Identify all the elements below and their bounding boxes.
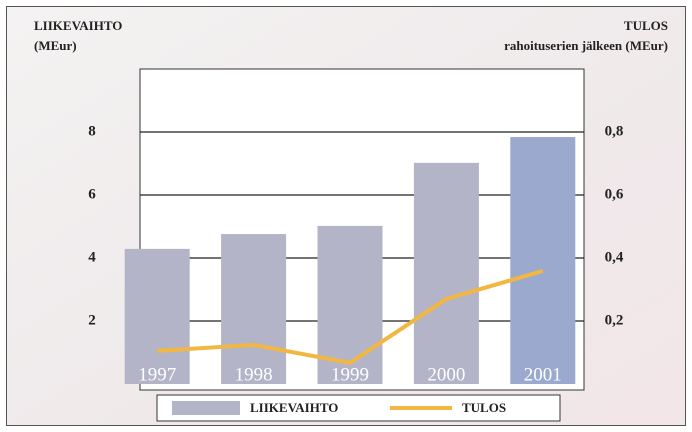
y-axis-title: LIIKEVAIHTO <box>34 18 122 33</box>
bar <box>221 234 287 384</box>
legend-swatch <box>172 401 240 415</box>
line <box>157 268 544 365</box>
bar <box>124 248 190 384</box>
y2-tick-label: 0,4 <box>605 249 624 265</box>
x-tick-label: 1997 <box>138 364 176 385</box>
bar <box>510 137 576 384</box>
y-tick-label: 6 <box>88 186 96 202</box>
x-tick-label: 1998 <box>235 364 273 385</box>
y2-tick-label: 0,6 <box>605 186 624 202</box>
x-tick-label: 2000 <box>427 364 465 385</box>
y-tick-label: 8 <box>88 123 96 139</box>
x-tick-label: 2001 <box>524 364 562 385</box>
bar <box>413 162 479 384</box>
legend-label: TULOS <box>462 400 506 415</box>
y2-tick-label: 0,8 <box>605 123 624 139</box>
x-tick-label: 1999 <box>331 364 369 385</box>
y-axis-unit: (MEur) <box>34 38 77 53</box>
legend-label: LIIKEVAIHTO <box>250 400 338 415</box>
y2-axis-title: TULOS <box>624 18 668 33</box>
y-tick-label: 4 <box>88 249 96 265</box>
y-tick-label: 2 <box>88 312 96 328</box>
y2-tick-label: 0,2 <box>605 312 624 328</box>
y2-axis-unit: rahoituserien jälkeen (MEur) <box>504 38 668 53</box>
